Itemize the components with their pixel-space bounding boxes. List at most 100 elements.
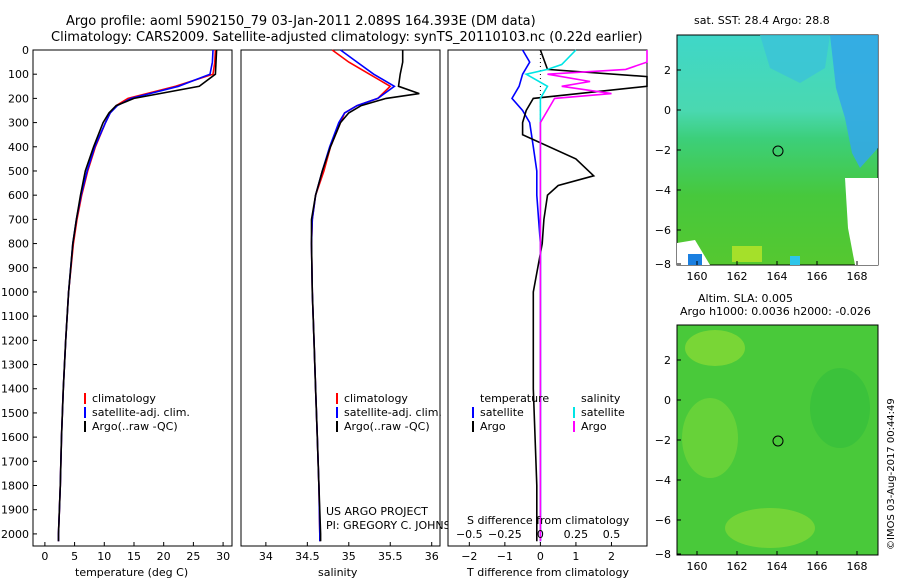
- depth-tick-label: 200: [8, 92, 29, 105]
- depth-tick-label: 500: [8, 165, 29, 178]
- sst-yellow-patch: [732, 246, 762, 262]
- chart-title-line1: Argo profile: aoml 5902150_79 03-Jan-201…: [66, 14, 536, 29]
- sla-high-patch: [685, 330, 745, 366]
- depth-tick-label: 1400: [1, 383, 29, 396]
- salinity-tick-label: 0.25: [564, 528, 589, 541]
- depth-tick-label: 1600: [1, 431, 29, 444]
- sla-map-title2: Argo h1000: 0.0036 h2000: -0.026: [680, 305, 871, 318]
- depth-tick-label: 1900: [1, 504, 29, 517]
- temperature-difference-label: T difference from climatology: [466, 566, 629, 579]
- credit-text: ©IMOS 03-Aug-2017 00:44:49: [886, 398, 897, 550]
- series-line-argo: [57, 49, 218, 542]
- x-tick-label: 34.5: [295, 550, 320, 563]
- x-tick-label: 20: [157, 550, 171, 563]
- depth-tick-label: 400: [8, 141, 29, 154]
- x-tick-label: 25: [186, 550, 200, 563]
- depth-tick-label: 2000: [1, 528, 29, 541]
- salinity-tick-label: 0: [537, 528, 544, 541]
- map-x-tick-label: 164: [767, 560, 788, 573]
- map-y-tick-label: 2: [664, 354, 671, 367]
- sst-blue-patch: [760, 35, 830, 83]
- sla-south-patch: [725, 508, 815, 548]
- series-line-temperature-argo: [521, 49, 648, 542]
- sla-low-patch: [810, 368, 870, 448]
- x-tick-label: 30: [216, 550, 230, 563]
- depth-tick-label: 600: [8, 189, 29, 202]
- x-tick-label: −1: [497, 550, 513, 563]
- map-x-tick-label: 162: [727, 560, 748, 573]
- x-tick-label: −2: [461, 550, 477, 563]
- map-x-tick-label: 168: [847, 270, 868, 283]
- salinity-xlabel: salinity: [318, 566, 358, 579]
- map-x-tick-label: 160: [687, 270, 708, 283]
- x-tick-label: 34: [259, 550, 273, 563]
- depth-tick-label: 900: [8, 262, 29, 275]
- depth-tick-label: 1500: [1, 407, 29, 420]
- sst-blue-coast: [688, 254, 702, 265]
- legend-climatology: climatology: [92, 392, 156, 405]
- map-x-tick-label: 162: [727, 270, 748, 283]
- map-x-tick-label: 166: [807, 560, 828, 573]
- depth-tick-label: 1000: [1, 286, 29, 299]
- sst-map-title: sat. SST: 28.4 Argo: 28.8: [694, 14, 830, 27]
- sst-warm-pool-east: [830, 35, 878, 168]
- temperature-xlabel: temperature (deg C): [75, 566, 188, 579]
- depth-tick-label: 700: [8, 213, 29, 226]
- temperature-xticks: 0 5 10 15 20 25 30: [41, 542, 230, 563]
- depth-tick-label: 800: [8, 238, 29, 251]
- legend-argo: Argo(..raw -QC): [92, 420, 178, 433]
- temperature-frame: [32, 49, 233, 547]
- sla-map: 160 162 164 166 168 2 0 −2 −4 −6 −8: [655, 324, 879, 573]
- depth-tick-label: 0: [22, 44, 29, 57]
- difference-frame: [447, 49, 648, 547]
- salinity-tick-label: 0.5: [603, 528, 621, 541]
- depth-tick-label: 1700: [1, 455, 29, 468]
- salinity-legend: climatology satellite-adj. clim. Argo(..…: [336, 392, 442, 433]
- map-y-tick-label: −8: [655, 258, 671, 271]
- map-y-tick-label: −6: [655, 514, 671, 527]
- temperature-lines: [57, 49, 218, 542]
- depth-tick-label: 1300: [1, 359, 29, 372]
- salinity-tick-label: −0.25: [488, 528, 522, 541]
- difference-panel: −2 −1 0 1 2 −0.5 −0.25 0 0.25 0.5 temperature sat…: [447, 49, 648, 579]
- salinity-lines: [310, 49, 420, 542]
- legend-satellite: satellite-adj. clim.: [92, 406, 190, 419]
- sst-cyan-coast: [790, 256, 800, 265]
- sla-high-patch-west: [682, 398, 738, 478]
- legend-temp-argo: Argo: [480, 420, 506, 433]
- temperature-legend: climatology satellite-adj. clim. Argo(..…: [84, 392, 190, 433]
- legend-salinity-heading: salinity: [581, 392, 621, 405]
- chart-title-line2: Climatology: CARS2009. Satellite-adjuste…: [51, 30, 643, 45]
- map-x-tick-label: 168: [847, 560, 868, 573]
- map-y-tick-label: −6: [655, 224, 671, 237]
- argo-float-marker: [772, 145, 784, 157]
- sla-axis-ticks: 160 162 164 166 168 2 0 −2 −4 −6 −8: [655, 354, 868, 573]
- map-x-tick-label: 164: [767, 270, 788, 283]
- map-y-tick-label: −2: [655, 144, 671, 157]
- legend-argo: Argo(..raw -QC): [344, 420, 430, 433]
- legend-temperature-heading: temperature: [480, 392, 549, 405]
- sst-missing-east: [845, 178, 878, 265]
- legend-sal-satellite: satellite: [581, 406, 625, 419]
- sst-axis-ticks: 160 162 164 166 168 2 0 −2 −4 −6 −8: [655, 64, 868, 283]
- series-line-argo: [310, 50, 420, 542]
- project-annotation: US ARGO PROJECT: [326, 505, 428, 518]
- map-x-tick-label: 160: [687, 560, 708, 573]
- legend-climatology: climatology: [344, 392, 408, 405]
- argo-float-marker: [772, 435, 784, 447]
- x-tick-label: 5: [71, 550, 78, 563]
- salinity-panel: 34 34.5 35 35.5 36 climatology satellite-adj…: [240, 49, 467, 579]
- salinity-xticks: 34 34.5 35 35.5 36: [259, 542, 439, 563]
- map-y-tick-label: −8: [655, 548, 671, 561]
- map-y-tick-label: 0: [664, 394, 671, 407]
- x-tick-label: 0: [41, 550, 48, 563]
- depth-tick-label: 300: [8, 117, 29, 130]
- depth-tick-label: 1200: [1, 334, 29, 347]
- temperature-panel: 0 5 10 15 20 25 30 0 100 200 300 400 500 600 700 800 90…: [1, 44, 233, 579]
- x-tick-label: 2: [608, 550, 615, 563]
- x-tick-label: 36: [425, 550, 439, 563]
- depth-tick-label: 1100: [1, 310, 29, 323]
- map-y-tick-label: 0: [664, 104, 671, 117]
- pi-annotation: PI: GREGORY C. JOHNSON: [326, 519, 467, 532]
- x-tick-label: 10: [97, 550, 111, 563]
